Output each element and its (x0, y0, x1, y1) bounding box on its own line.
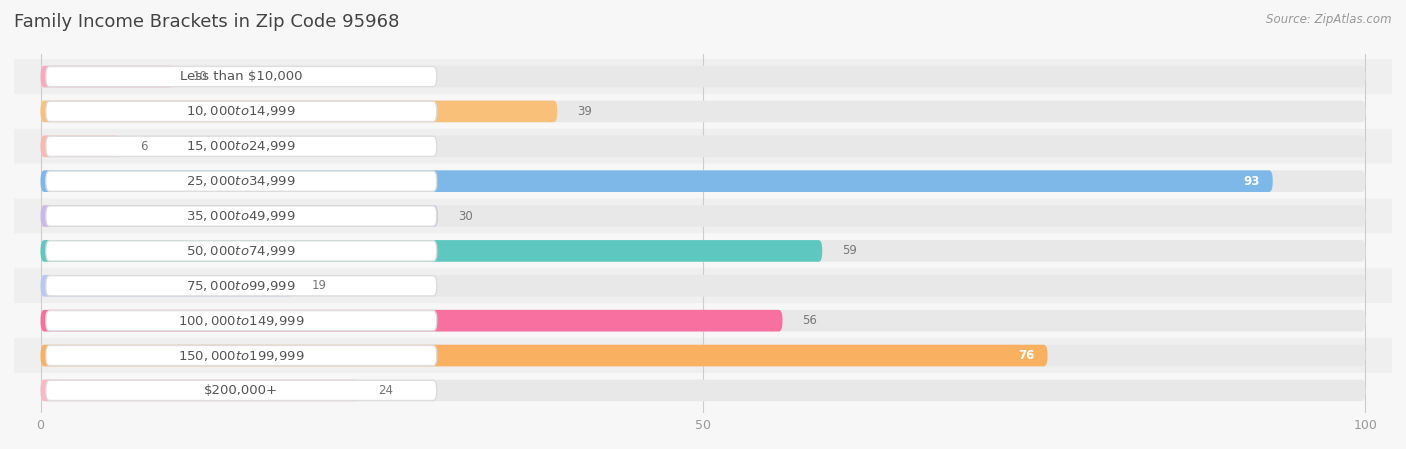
FancyBboxPatch shape (41, 240, 823, 262)
FancyBboxPatch shape (14, 269, 1392, 303)
Text: 56: 56 (803, 314, 817, 327)
FancyBboxPatch shape (14, 233, 1392, 269)
Text: $200,000+: $200,000+ (204, 384, 278, 397)
FancyBboxPatch shape (14, 338, 1392, 373)
FancyBboxPatch shape (46, 206, 437, 226)
Text: $35,000 to $49,999: $35,000 to $49,999 (187, 209, 297, 223)
FancyBboxPatch shape (14, 59, 1392, 94)
Text: $75,000 to $99,999: $75,000 to $99,999 (187, 279, 297, 293)
FancyBboxPatch shape (41, 240, 1365, 262)
FancyBboxPatch shape (46, 345, 437, 365)
Text: $15,000 to $24,999: $15,000 to $24,999 (187, 139, 297, 153)
Text: 6: 6 (141, 140, 148, 153)
Text: 39: 39 (576, 105, 592, 118)
FancyBboxPatch shape (41, 379, 359, 401)
FancyBboxPatch shape (41, 205, 1365, 227)
Text: 76: 76 (1018, 349, 1035, 362)
FancyBboxPatch shape (46, 276, 437, 296)
Text: 10: 10 (193, 70, 208, 83)
FancyBboxPatch shape (41, 101, 1365, 122)
FancyBboxPatch shape (14, 373, 1392, 408)
Text: $25,000 to $34,999: $25,000 to $34,999 (187, 174, 297, 188)
Text: $50,000 to $74,999: $50,000 to $74,999 (187, 244, 297, 258)
FancyBboxPatch shape (41, 310, 1365, 331)
FancyBboxPatch shape (41, 345, 1365, 366)
FancyBboxPatch shape (41, 170, 1272, 192)
FancyBboxPatch shape (46, 380, 437, 401)
FancyBboxPatch shape (41, 345, 1047, 366)
Text: Less than $10,000: Less than $10,000 (180, 70, 302, 83)
FancyBboxPatch shape (14, 198, 1392, 233)
Text: $100,000 to $149,999: $100,000 to $149,999 (179, 314, 305, 328)
Text: 24: 24 (378, 384, 394, 397)
Text: Family Income Brackets in Zip Code 95968: Family Income Brackets in Zip Code 95968 (14, 13, 399, 31)
FancyBboxPatch shape (46, 136, 437, 156)
FancyBboxPatch shape (41, 275, 1365, 297)
FancyBboxPatch shape (41, 101, 557, 122)
Text: 19: 19 (312, 279, 328, 292)
FancyBboxPatch shape (14, 94, 1392, 129)
FancyBboxPatch shape (14, 129, 1392, 164)
Text: 30: 30 (458, 210, 472, 223)
FancyBboxPatch shape (14, 164, 1392, 198)
FancyBboxPatch shape (46, 66, 437, 87)
FancyBboxPatch shape (46, 171, 437, 191)
FancyBboxPatch shape (41, 275, 292, 297)
FancyBboxPatch shape (41, 136, 120, 157)
Text: 93: 93 (1243, 175, 1260, 188)
FancyBboxPatch shape (41, 170, 1365, 192)
FancyBboxPatch shape (41, 310, 783, 331)
FancyBboxPatch shape (41, 66, 173, 88)
FancyBboxPatch shape (41, 379, 1365, 401)
Text: Source: ZipAtlas.com: Source: ZipAtlas.com (1267, 13, 1392, 26)
FancyBboxPatch shape (46, 101, 437, 122)
FancyBboxPatch shape (46, 241, 437, 261)
FancyBboxPatch shape (41, 66, 1365, 88)
FancyBboxPatch shape (41, 136, 1365, 157)
Text: $10,000 to $14,999: $10,000 to $14,999 (187, 105, 297, 119)
FancyBboxPatch shape (14, 303, 1392, 338)
Text: 59: 59 (842, 244, 858, 257)
Text: $150,000 to $199,999: $150,000 to $199,999 (179, 348, 305, 362)
FancyBboxPatch shape (46, 311, 437, 331)
FancyBboxPatch shape (41, 205, 439, 227)
